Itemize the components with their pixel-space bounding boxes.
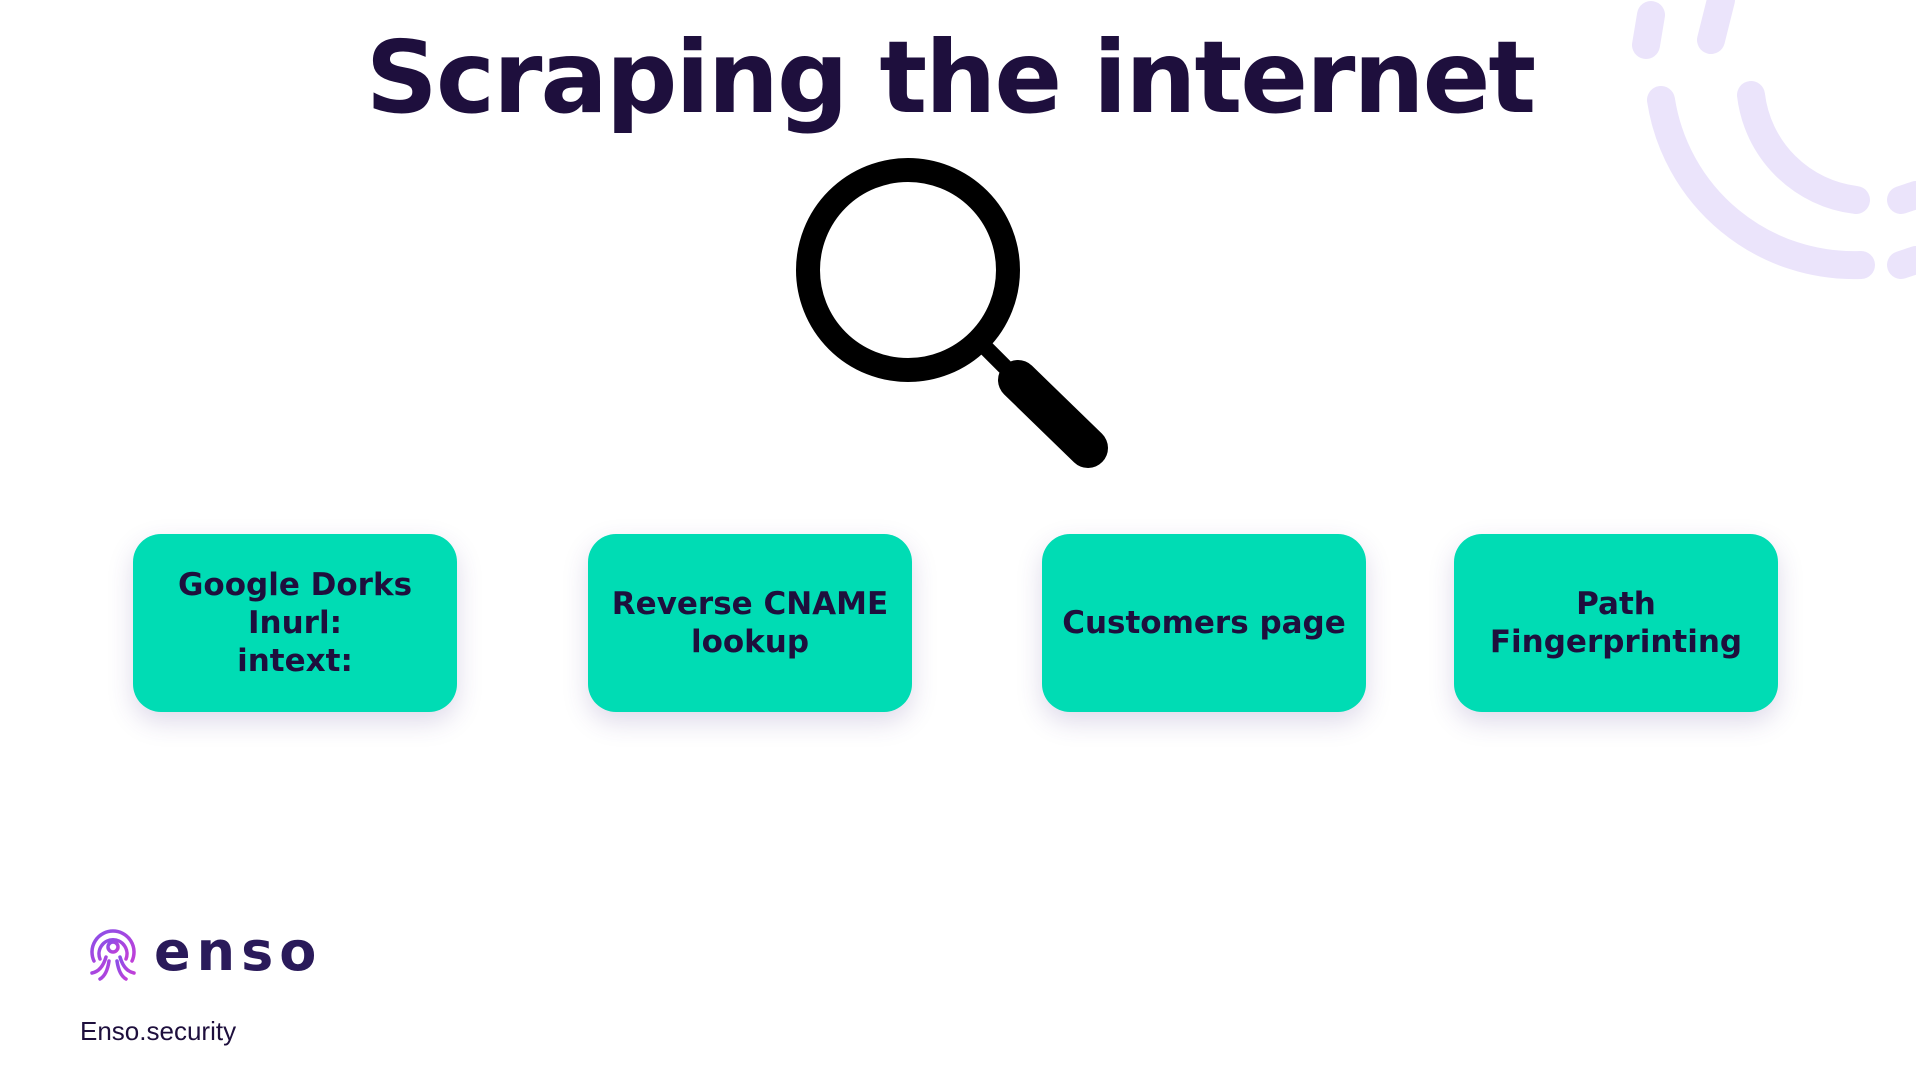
card-line: Fingerprinting	[1489, 624, 1743, 660]
card-line: Google Dorks	[177, 567, 413, 603]
card-line: Inurl:	[248, 605, 342, 641]
slide-title: Scraping the internet	[365, 19, 1536, 136]
footer-url: Enso.security	[80, 1016, 237, 1046]
card-line: Reverse CNAME	[611, 586, 889, 622]
card-line: Customers page	[1062, 605, 1346, 641]
card-google-dorks: Google Dorks Inurl: intext:	[133, 534, 457, 712]
card-path-fingerprinting: Path Fingerprinting	[1454, 534, 1778, 712]
card-line: intext:	[237, 643, 353, 679]
magnifier-icon	[796, 158, 1108, 468]
card-reverse-cname: Reverse CNAME lookup	[588, 534, 912, 712]
card-customers-page: Customers page	[1042, 534, 1366, 712]
enso-octopus-logo-icon	[90, 929, 136, 981]
concentric-arcs-decoration	[1632, 0, 1916, 280]
logo-text: enso	[154, 920, 323, 983]
cards-row: Google Dorks Inurl: intext: Reverse CNAM…	[0, 534, 1916, 712]
enso-logo: enso	[82, 920, 322, 984]
card-line: lookup	[690, 624, 810, 660]
card-line: Path	[1576, 586, 1656, 622]
